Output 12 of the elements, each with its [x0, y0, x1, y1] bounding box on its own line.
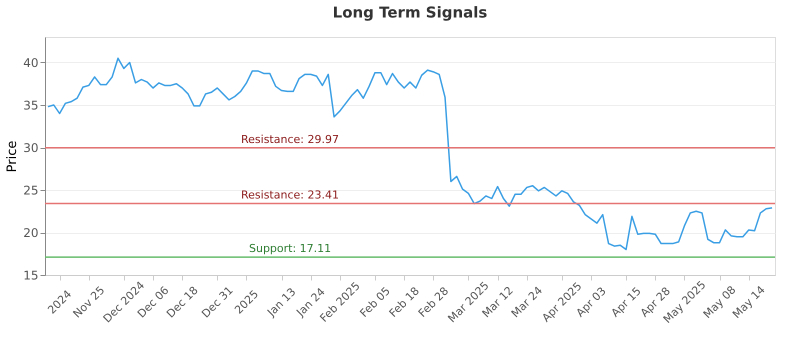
- ref-line-label: Resistance: 29.97: [241, 132, 339, 146]
- ref-line-label: Support: 17.11: [249, 242, 332, 256]
- y-tick-label: 20: [23, 226, 38, 240]
- y-tick-label: 30: [23, 141, 38, 155]
- y-tick-label: 25: [23, 184, 38, 198]
- y-tick-label: 35: [23, 98, 38, 112]
- y-tick-label: 15: [23, 268, 38, 282]
- y-tick-label: 40: [23, 56, 38, 70]
- chart-title: Long Term Signals: [332, 3, 488, 22]
- y-axis-title: Price: [5, 140, 20, 172]
- ref-line-label: Resistance: 23.41: [241, 188, 339, 202]
- x-tick-label: Dec 31: [199, 284, 236, 320]
